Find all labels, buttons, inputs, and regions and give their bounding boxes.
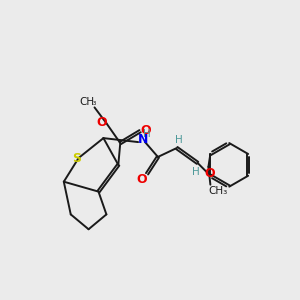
Text: CH₃: CH₃ [209, 186, 228, 196]
Text: H: H [175, 135, 183, 145]
Text: N: N [138, 133, 148, 146]
Text: O: O [96, 116, 107, 129]
Text: ₃: ₃ [93, 98, 96, 107]
Text: S: S [72, 152, 81, 165]
Text: O: O [137, 173, 147, 186]
Text: H: H [143, 129, 151, 139]
Text: H: H [192, 167, 200, 177]
Text: O: O [141, 124, 151, 137]
Text: CH: CH [79, 98, 94, 107]
Text: O: O [204, 167, 215, 180]
